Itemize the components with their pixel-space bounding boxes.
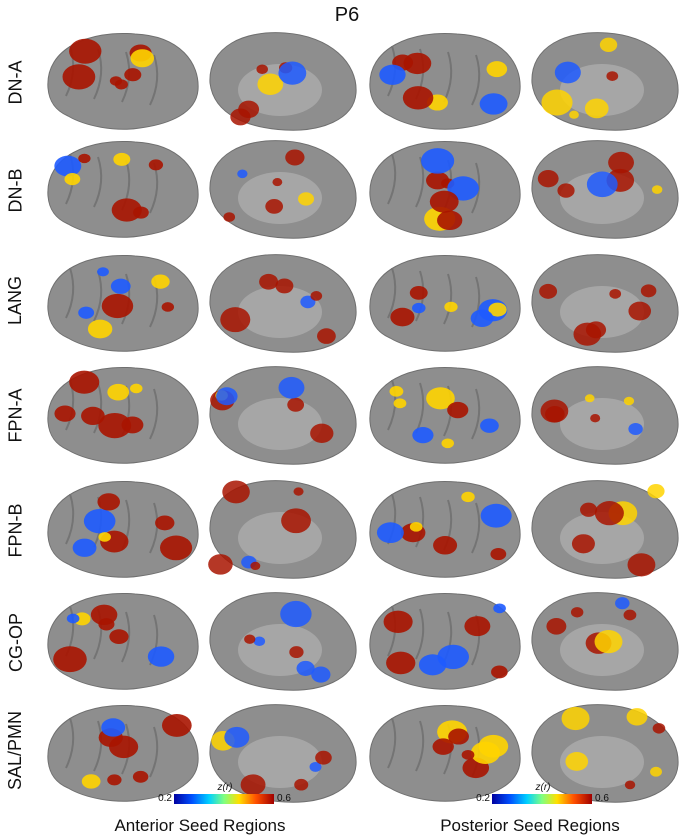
colorbar-gradient (174, 794, 274, 804)
medial-brain-view (209, 366, 357, 465)
lateral-brain-view (369, 704, 521, 802)
lateral-brain-view (47, 254, 199, 352)
column-caption-anterior: Anterior Seed Regions (114, 816, 286, 835)
lateral-brain-view (47, 140, 199, 238)
medial-brain-view (209, 704, 357, 803)
lateral-brain-view (47, 366, 199, 464)
medial-brain-view (208, 480, 357, 579)
lateral-brain-view (369, 592, 521, 690)
medial-brain-view (209, 592, 357, 691)
colorbar-max: 0.6 (595, 793, 609, 804)
medial-brain-view (209, 140, 357, 239)
colorbar-label: z(r) (217, 782, 233, 793)
lateral-brain-view (47, 32, 199, 130)
lateral-brain-view (369, 366, 521, 464)
medial-brain-view (531, 32, 679, 131)
lateral-brain-view (47, 480, 199, 578)
colorbar-gradient (492, 794, 592, 804)
colorbar-min: 0.2 (476, 793, 490, 804)
lateral-brain-view (369, 480, 521, 578)
medial-brain-view (531, 254, 679, 353)
colorbar-label: z(r) (535, 782, 551, 793)
medial-brain-view (209, 254, 357, 353)
colorbar-posterior: z(r) 0.2 0.6 (468, 782, 618, 816)
lateral-brain-view (369, 140, 521, 238)
colorbar-min: 0.2 (158, 793, 172, 804)
lateral-brain-view (47, 704, 199, 802)
column-caption-posterior: Posterior Seed Regions (440, 816, 620, 835)
lateral-brain-view (369, 254, 521, 352)
figure-title: P6 (334, 4, 360, 26)
lateral-brain-view (369, 32, 521, 130)
colorbar-anterior: z(r) 0.2 0.6 (150, 782, 300, 816)
medial-brain-view (531, 480, 679, 579)
colorbar-max: 0.6 (277, 793, 291, 804)
lateral-brain-view (47, 592, 199, 690)
medial-brain-view (531, 592, 679, 691)
medial-brain-view (531, 366, 679, 465)
medial-brain-view (531, 140, 679, 239)
medial-brain-view (209, 32, 357, 131)
